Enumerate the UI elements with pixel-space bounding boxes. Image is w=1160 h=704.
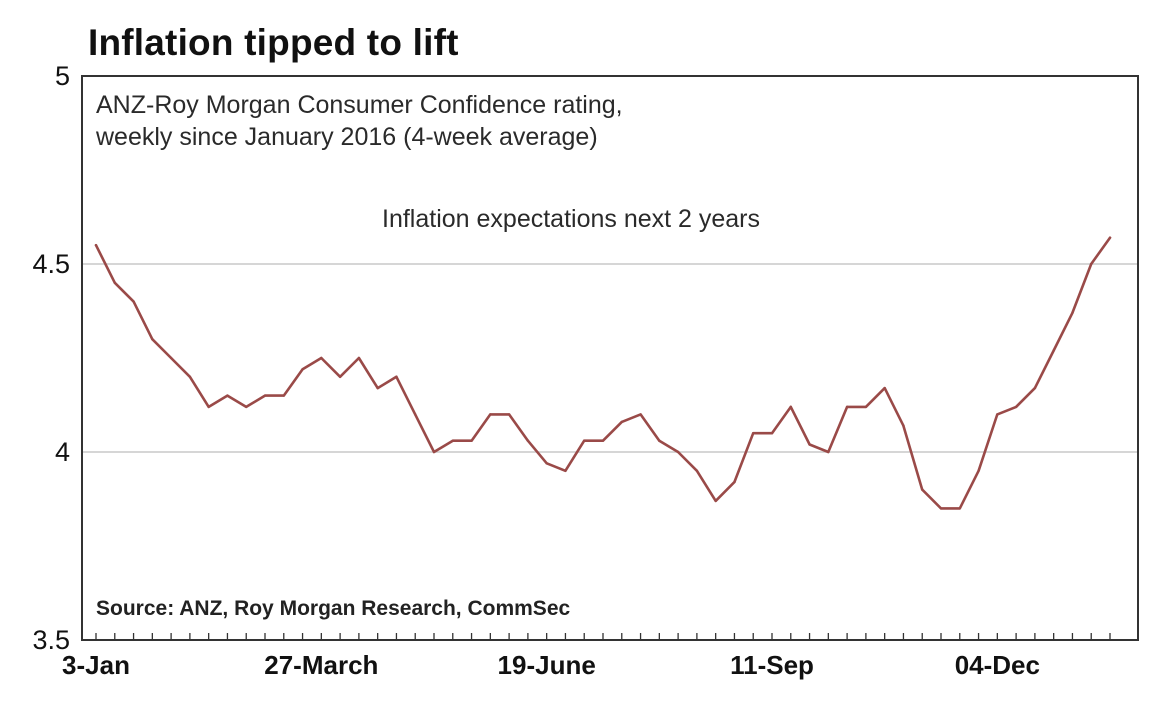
data-point xyxy=(714,499,717,503)
data-point xyxy=(432,450,436,454)
data-point xyxy=(282,394,285,397)
data-point xyxy=(770,432,774,435)
data-point xyxy=(695,469,699,472)
x-tick-marks xyxy=(95,633,1111,640)
data-point xyxy=(113,281,116,284)
data-point xyxy=(507,413,511,416)
data-point xyxy=(320,356,323,360)
data-point xyxy=(864,405,868,409)
data-point xyxy=(1090,262,1093,266)
data-point xyxy=(845,405,849,409)
data-point xyxy=(526,439,530,442)
y-tick-labels: 3.5 4 4.5 5 xyxy=(32,61,70,655)
data-point xyxy=(151,338,154,341)
data-point xyxy=(808,443,811,446)
data-point xyxy=(451,439,454,442)
data-point xyxy=(245,405,248,409)
data-point xyxy=(1071,311,1074,315)
data-point xyxy=(263,394,267,397)
x-tick-label: 04-Dec xyxy=(955,650,1040,680)
x-tick-labels: 3-Jan 27-March 19-June 11-Sep 04-Dec xyxy=(62,650,1040,680)
data-point xyxy=(169,356,173,360)
series-annotation: Inflation expectations next 2 years xyxy=(382,205,760,233)
data-point xyxy=(601,439,605,442)
chart-title: Inflation tipped to lift xyxy=(88,22,459,63)
plot-frame xyxy=(81,75,1139,641)
gridlines xyxy=(82,263,1138,453)
data-point xyxy=(489,413,492,416)
data-point xyxy=(226,394,229,397)
data-point xyxy=(94,244,98,247)
data-point xyxy=(883,386,886,390)
data-point xyxy=(752,432,755,435)
series-line xyxy=(94,236,1112,510)
data-point xyxy=(338,375,342,378)
data-point xyxy=(395,375,398,378)
x-tick-label: 19-June xyxy=(498,650,596,680)
x-tick-label: 27-March xyxy=(264,650,378,680)
source-note: Source: ANZ, Roy Morgan Research, CommSe… xyxy=(96,597,570,620)
data-point xyxy=(676,450,680,454)
data-point xyxy=(620,420,623,424)
subtitle-line-2: weekly since January 2016 (4-week averag… xyxy=(95,123,598,151)
data-point xyxy=(733,480,736,484)
data-point xyxy=(827,450,830,454)
data-point xyxy=(583,439,586,442)
data-point xyxy=(996,413,999,416)
data-point xyxy=(414,413,417,416)
y-tick-label: 5 xyxy=(55,61,70,91)
data-point xyxy=(658,439,661,442)
data-point xyxy=(470,439,473,442)
data-point xyxy=(376,386,379,390)
data-point xyxy=(1108,236,1112,239)
data-point xyxy=(132,300,135,303)
series-layer xyxy=(94,236,1112,510)
data-point xyxy=(564,469,567,472)
data-point xyxy=(1033,386,1037,390)
x-tick-label: 11-Sep xyxy=(730,650,814,680)
y-tick-label: 4 xyxy=(55,437,70,467)
data-point xyxy=(301,368,304,371)
data-point xyxy=(939,507,943,510)
data-point xyxy=(789,405,792,409)
data-point xyxy=(921,488,924,491)
data-point xyxy=(207,405,210,409)
y-tick-label: 3.5 xyxy=(32,625,70,655)
data-point xyxy=(977,469,980,472)
data-point xyxy=(188,375,192,378)
x-tick-label: 3-Jan xyxy=(62,650,130,680)
data-point xyxy=(357,356,361,360)
data-point xyxy=(545,462,548,465)
data-point xyxy=(639,413,642,416)
data-point xyxy=(1014,405,1018,409)
y-tick-label: 4.5 xyxy=(32,249,70,279)
data-point xyxy=(1052,349,1055,352)
subtitle-line-1: ANZ-Roy Morgan Consumer Confidence ratin… xyxy=(96,91,623,119)
data-point xyxy=(958,507,961,510)
data-point xyxy=(902,424,905,427)
